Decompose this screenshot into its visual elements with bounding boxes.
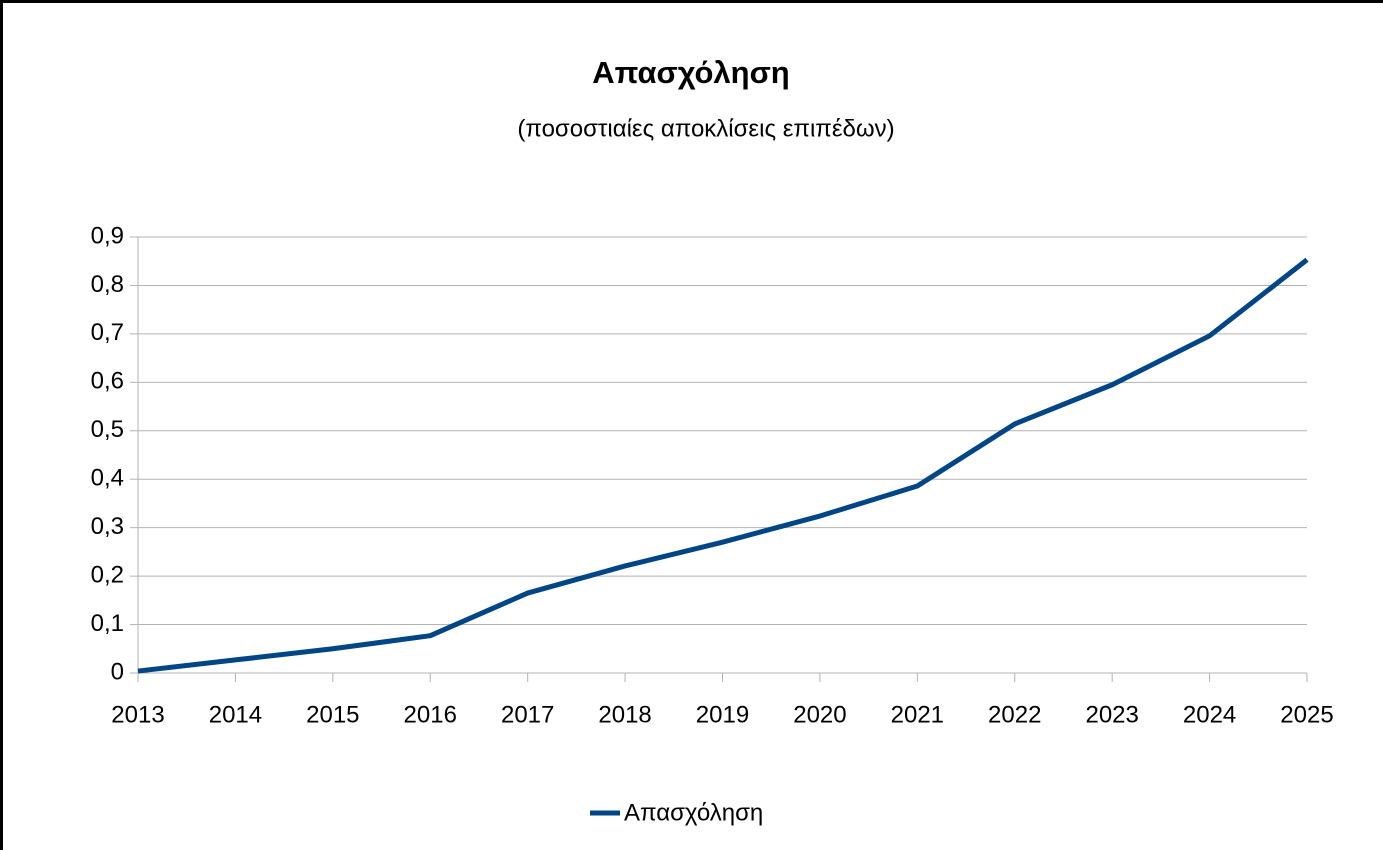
y-tick-label: 0,8 [91, 271, 124, 298]
y-tick-label: 0,2 [91, 561, 124, 588]
x-tick-label: 2021 [891, 701, 944, 728]
x-tick-label: 2016 [404, 701, 457, 728]
x-tick-label: 2018 [598, 701, 651, 728]
x-tick-label: 2013 [111, 701, 164, 728]
chart-title: Απασχόληση [592, 55, 790, 90]
y-tick-label: 0,1 [91, 610, 124, 637]
x-tick-label: 2015 [306, 701, 359, 728]
y-tick-label: 0,7 [91, 319, 124, 346]
y-tick-label: 0 [111, 658, 124, 685]
x-tick-label: 2017 [501, 701, 554, 728]
y-tick-label: 0,9 [91, 222, 124, 249]
x-tick-label: 2024 [1183, 701, 1236, 728]
chart-subtitle: (ποσοστιαίες αποκλίσεις επιπέδων) [517, 115, 894, 142]
x-tick-label: 2025 [1280, 701, 1333, 728]
y-tick-label: 0,4 [91, 465, 124, 492]
x-tick-label: 2023 [1085, 701, 1138, 728]
x-tick-label: 2020 [793, 701, 846, 728]
legend-label: Απασχόληση [624, 799, 763, 826]
x-tick-label: 2022 [988, 701, 1041, 728]
y-tick-label: 0,6 [91, 368, 124, 395]
x-tick-label: 2014 [209, 701, 262, 728]
line-series [137, 257, 1309, 674]
x-tick-label: 2019 [696, 701, 749, 728]
y-tick-label: 0,3 [91, 513, 124, 540]
y-tick-label: 0,5 [91, 416, 124, 443]
